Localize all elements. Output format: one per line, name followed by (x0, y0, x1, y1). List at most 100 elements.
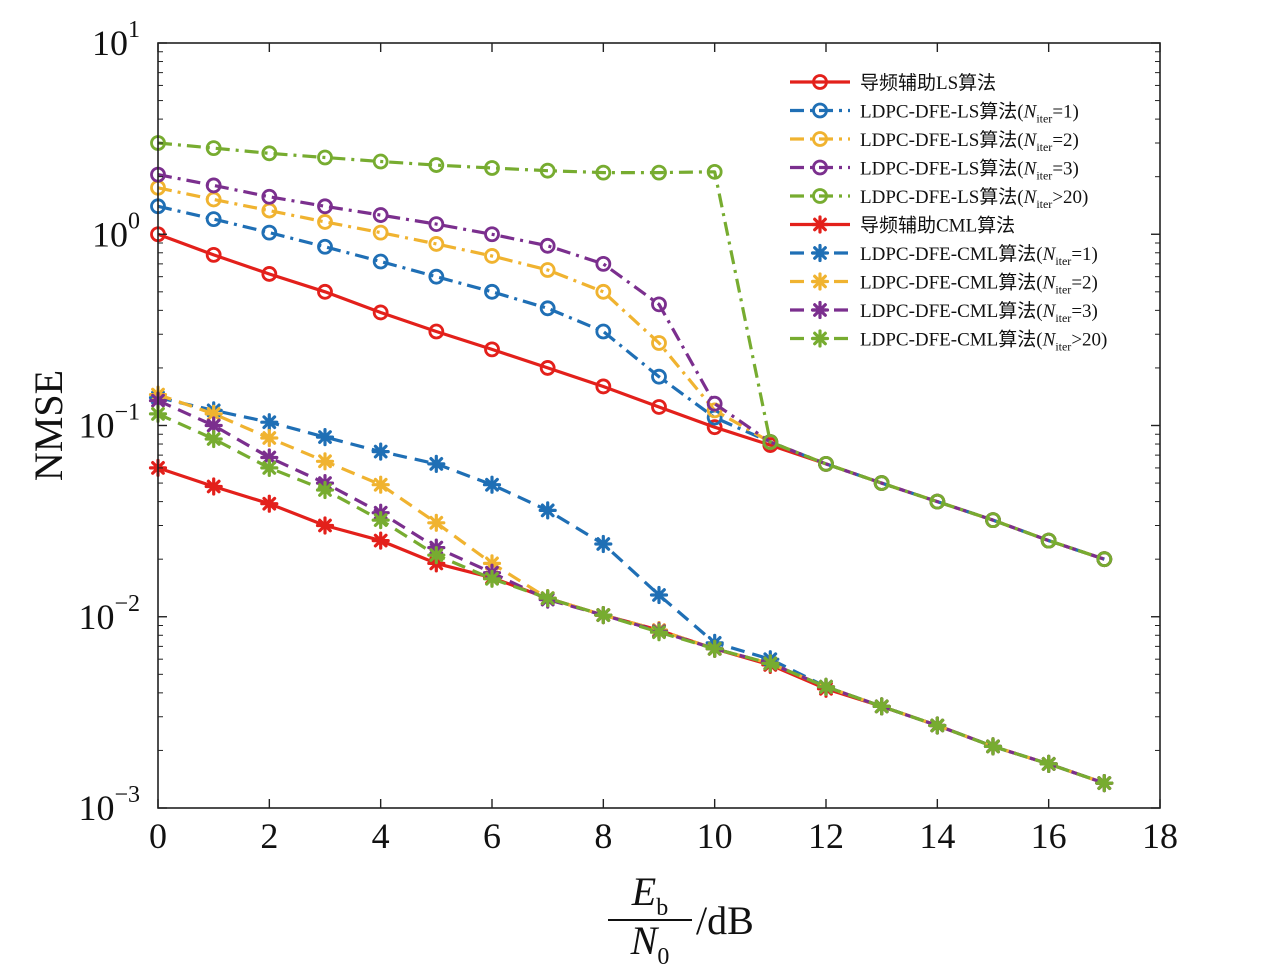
legend-label-n: N (1042, 244, 1057, 265)
legend-label-tail: =1) (1071, 244, 1098, 265)
legend-label: LDPC-DFE-CML算法(Niter=3) (860, 300, 1098, 325)
data-point (317, 149, 333, 166)
legend-label-main: LDPC-DFE-LS算法( (860, 129, 1024, 151)
legend-label-sub: iter (1036, 169, 1052, 183)
y-tick-exponent: −3 (114, 782, 140, 808)
data-point (651, 335, 667, 351)
data-point (594, 534, 613, 554)
data-point (317, 214, 333, 230)
legend-label-main: LDPC-DFE-LS算法( (860, 101, 1024, 123)
legend-label: 导频辅助CML算法 (860, 215, 1015, 237)
data-point (315, 516, 335, 535)
legend-label-tail: =1) (1052, 102, 1079, 123)
legend-item: LDPC-DFE-LS算法(Niter=1) (790, 101, 1079, 126)
x-tick-label: 8 (594, 816, 612, 856)
data-point (261, 188, 278, 205)
legend-label: LDPC-DFE-LS算法(Niter=3) (860, 158, 1079, 183)
legend-label-sub: iter (1055, 340, 1071, 354)
legend-label-main: LDPC-DFE-LS算法( (860, 186, 1024, 208)
data-point (1039, 754, 1058, 773)
data-point (818, 455, 834, 472)
legend: 导频辅助LS算法LDPC-DFE-LS算法(Niter=1)LDPC-DFE-L… (790, 72, 1107, 354)
data-point (539, 300, 556, 317)
series-9 (148, 404, 1114, 793)
series-line (157, 141, 1105, 561)
legend-label-tail: =2) (1071, 273, 1098, 294)
data-point (595, 323, 612, 340)
data-point (317, 198, 333, 215)
x-tick-label: 18 (1142, 816, 1178, 856)
data-point (372, 153, 389, 170)
legend-item: LDPC-DFE-LS算法(Niter=3) (790, 158, 1079, 183)
data-point (428, 323, 445, 340)
y-tick-exponent: −1 (114, 400, 140, 426)
y-axis-label: NMSE (26, 370, 71, 481)
data-point (1095, 774, 1114, 793)
legend-label: LDPC-DFE-CML算法(Niter>20) (860, 329, 1107, 354)
legend-label-n: N (1042, 301, 1057, 322)
data-point (205, 246, 222, 263)
data-point (706, 395, 723, 412)
y-tick-base: 10 (78, 597, 114, 637)
y-tick-label: 101 (92, 17, 140, 63)
y-tick-exponent: −2 (114, 591, 140, 617)
data-point (428, 236, 445, 252)
x-tick-label: 2 (260, 816, 278, 856)
data-point (1040, 532, 1057, 549)
data-point (260, 494, 279, 513)
legend-swatch-marker (810, 272, 830, 291)
legend-item: LDPC-DFE-LS算法(Niter=2) (790, 129, 1079, 154)
legend-label-tail: =3) (1071, 301, 1098, 322)
data-point (873, 475, 890, 491)
data-point (317, 238, 333, 255)
legend-swatch-marker (812, 102, 828, 119)
data-point (538, 501, 557, 520)
data-point (204, 416, 223, 435)
legend-item: 导频辅助LS算法 (790, 72, 996, 94)
data-point (204, 477, 223, 496)
x-tick-label: 10 (697, 816, 733, 856)
data-point (315, 480, 335, 500)
legend-label-sub: iter (1036, 112, 1052, 126)
legend-label: LDPC-DFE-CML算法(Niter=2) (860, 272, 1098, 297)
series-4 (150, 135, 1113, 568)
data-point (260, 428, 279, 448)
legend-label-tail: =3) (1052, 159, 1079, 180)
legend-swatch-marker (812, 131, 828, 147)
legend-label: LDPC-DFE-LS算法(Niter=1) (860, 101, 1079, 126)
data-point (651, 368, 667, 385)
data-point (427, 513, 446, 532)
x-axis-label-n-sub: 0 (657, 944, 669, 970)
data-point (484, 283, 500, 300)
legend-label-n: N (1042, 330, 1057, 351)
data-point (484, 341, 500, 358)
legend-item: LDPC-DFE-CML算法(Niter=2) (790, 272, 1098, 297)
data-point (372, 224, 389, 241)
data-point (706, 163, 723, 180)
data-point (484, 248, 500, 264)
data-point (315, 428, 335, 447)
legend-item: LDPC-DFE-CML算法(Niter=1) (790, 243, 1098, 268)
legend-swatch-marker (810, 300, 830, 320)
data-point (761, 654, 780, 673)
data-point (372, 207, 389, 223)
legend-swatch-marker (810, 243, 830, 263)
legend-label-main: 导频辅助CML算法 (860, 215, 1015, 237)
data-point (539, 360, 556, 376)
x-tick-label: 14 (919, 816, 955, 856)
data-point (482, 569, 502, 588)
data-point (205, 211, 222, 228)
legend-label-n: N (1023, 102, 1038, 123)
data-point (428, 157, 445, 173)
data-point (816, 677, 836, 696)
legend-label-n: N (1023, 187, 1038, 208)
data-point (649, 623, 669, 642)
legend-label: LDPC-DFE-CML算法(Niter=1) (860, 243, 1098, 268)
data-point (317, 283, 333, 300)
legend-item: LDPC-DFE-LS算法(Niter>20) (790, 186, 1088, 211)
data-point (315, 452, 335, 471)
legend-label: LDPC-DFE-LS算法(Niter>20) (860, 186, 1088, 211)
data-point (204, 404, 223, 423)
data-point (260, 448, 279, 467)
